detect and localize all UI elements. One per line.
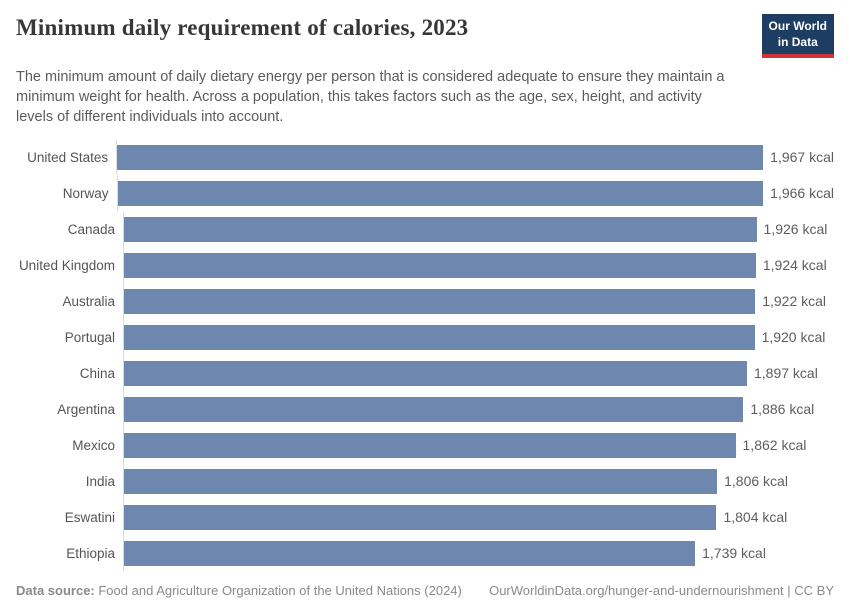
value-label: 1,862 kcal	[742, 437, 807, 454]
value-label: 1,739 kcal	[702, 545, 766, 562]
plot-area: 1,967 kcal	[116, 139, 834, 176]
category-label: Norway	[62, 185, 109, 201]
category-label: China	[79, 365, 115, 381]
plot-area: 1,862 kcal	[123, 427, 834, 464]
plot-area: 1,966 kcal	[116, 175, 834, 212]
category-label: Australia	[62, 293, 115, 309]
plot-area: 1,924 kcal	[123, 247, 834, 284]
bar-row: Australia 1,922 kcal	[16, 283, 834, 320]
bar-row: Norway 1,966 kcal	[16, 175, 834, 212]
value-label: 1,806 kcal	[724, 473, 788, 490]
bar-row: India 1,806 kcal	[16, 463, 834, 500]
bar-row: Argentina 1,886 kcal	[16, 391, 834, 428]
bar[interactable]	[124, 216, 757, 242]
category-label: United States	[27, 149, 109, 165]
data-source: Data source: Food and Agriculture Organi…	[16, 583, 462, 598]
subtitle-line: The minimum amount of daily dietary ener…	[16, 69, 725, 86]
bar[interactable]	[124, 396, 744, 422]
footer-link[interactable]: OurWorldinData.org/hunger-and-undernouri…	[489, 583, 834, 599]
owid-logo[interactable]: Our World in Data	[761, 14, 834, 59]
page-title: Minimum daily requirement of calories, 2…	[16, 15, 469, 40]
bar-row: Portugal 1,920 kcal	[16, 319, 834, 356]
plot-area: 1,920 kcal	[123, 319, 834, 356]
bar[interactable]	[124, 288, 756, 314]
title-row: Minimum daily requirement of calories, 2…	[16, 14, 834, 59]
category-label: Eswatini	[64, 509, 115, 525]
bar-row: China 1,897 kcal	[16, 355, 834, 392]
value-label: 1,886 kcal	[750, 401, 815, 418]
value-label: 1,804 kcal	[723, 509, 788, 526]
plot-area: 1,886 kcal	[123, 391, 834, 428]
owid-logo-line2: in Data	[777, 34, 818, 49]
bar-row: United Kingdom 1,924 kcal	[16, 247, 834, 284]
plot-area: 1,804 kcal	[123, 499, 834, 536]
data-source-label: Data source:	[16, 583, 95, 599]
chart-header: Minimum daily requirement of calories, 2…	[16, 14, 834, 127]
bar-row: Mexico 1,862 kcal	[16, 427, 834, 464]
owid-logo-line1: Our World	[768, 19, 827, 33]
bar[interactable]	[117, 144, 764, 170]
plot-area: 1,897 kcal	[123, 355, 834, 392]
bar-row: United States 1,967 kcal	[16, 139, 834, 176]
category-label: Mexico	[72, 437, 115, 453]
bar[interactable]	[124, 504, 717, 530]
bar[interactable]	[117, 180, 764, 206]
value-label: 1,924 kcal	[762, 257, 827, 274]
value-label: 1,920 kcal	[761, 329, 826, 346]
category-label: India	[85, 473, 115, 489]
category-label: Ethiopia	[66, 545, 115, 561]
value-label: 1,966 kcal	[770, 185, 834, 202]
bar[interactable]	[124, 324, 755, 350]
category-label: Argentina	[57, 401, 115, 417]
subtitle-line: minimum weight for health. Across a popu…	[16, 89, 702, 106]
bar-row: Eswatini 1,804 kcal	[16, 499, 834, 536]
plot-area: 1,922 kcal	[123, 283, 834, 320]
value-label: 1,897 kcal	[754, 365, 818, 382]
plot-area: 1,926 kcal	[123, 211, 834, 248]
value-label: 1,922 kcal	[762, 293, 827, 310]
plot-area: 1,806 kcal	[123, 463, 834, 500]
data-source-text: Food and Agriculture Organization of the…	[94, 583, 462, 599]
subtitle-line: levels of different individuals into acc…	[16, 109, 284, 126]
chart-footer: Data source: Food and Agriculture Organi…	[16, 583, 834, 598]
bar[interactable]	[124, 252, 756, 278]
value-label: 1,926 kcal	[763, 221, 828, 238]
bar[interactable]	[124, 468, 718, 494]
category-label: Canada	[67, 221, 115, 237]
chart-subtitle: The minimum amount of daily dietary ener…	[16, 67, 834, 127]
bar-chart: United States 1,967 kcal Norway 1,966 kcal C…	[16, 139, 834, 572]
bar-row: Canada 1,926 kcal	[16, 211, 834, 248]
plot-area: 1,739 kcal	[123, 535, 834, 572]
bar[interactable]	[124, 540, 696, 566]
value-label: 1,967 kcal	[770, 149, 834, 166]
category-label: Portugal	[64, 329, 115, 345]
bar[interactable]	[124, 360, 747, 386]
category-label: United Kingdom	[18, 257, 115, 273]
bar-row: Ethiopia 1,739 kcal	[16, 535, 834, 572]
bar[interactable]	[124, 432, 736, 458]
